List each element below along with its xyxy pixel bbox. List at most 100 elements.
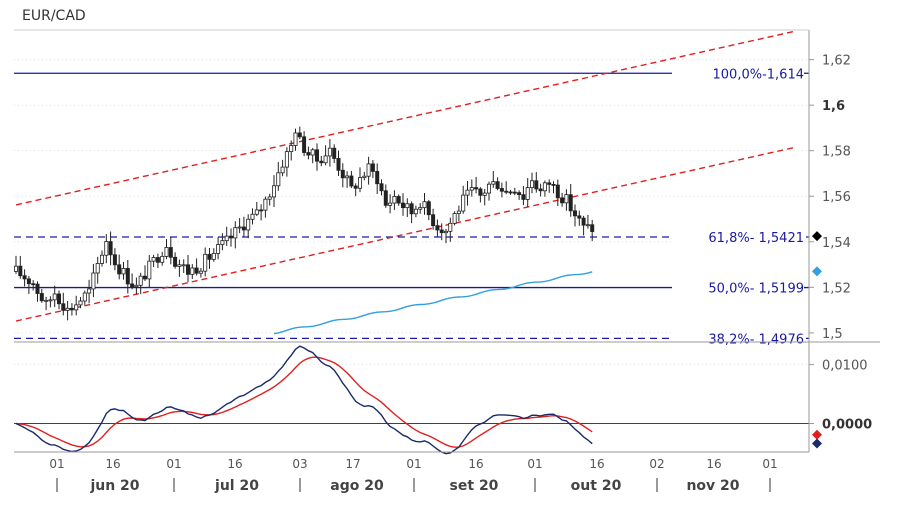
candle [310,147,315,164]
candle [267,193,272,206]
x-month-label: jun 20 [89,478,139,494]
candle [439,223,444,241]
price-tick-label: 1,6 [822,99,845,114]
candle [48,296,53,308]
candle-body [379,183,384,192]
candle [422,193,427,215]
candle-body [323,155,328,164]
candle [508,189,513,195]
candle [345,171,350,188]
x-day-tick-label: 16 [227,457,242,471]
candle [388,194,393,214]
candle [151,254,156,268]
x-day-tick-label: 01 [49,457,64,471]
candle-body [65,307,70,311]
candle-body [357,177,362,189]
candle-body [405,203,410,209]
candle-body [314,149,319,162]
candle-body [504,190,509,193]
candle-body [517,192,522,196]
candle [482,188,487,206]
candle [61,292,66,316]
candle-body [409,203,414,215]
candle [181,259,186,273]
candle [353,183,358,197]
candle [564,189,569,211]
candle [392,190,397,210]
x-day-tick-label: 16 [589,457,604,471]
candle-body [482,192,487,196]
candle-body [370,163,375,172]
candle-body [87,288,92,294]
candle [237,218,242,234]
candle [581,215,586,236]
candle-body [280,166,285,174]
candle [413,205,418,218]
candle [207,247,212,269]
candle-body [521,194,526,200]
candle-body [336,158,341,171]
last-value-marker [812,231,822,242]
candle [456,205,461,222]
candle-body [366,163,371,177]
candle [366,156,371,185]
fib-level-label: 50,0%- 1,5199 [708,282,804,297]
candle [18,255,23,279]
candle-body [181,264,186,267]
candle [297,126,302,140]
candle [327,139,332,167]
x-day-tick-label: 03 [292,457,307,471]
candle-body [327,147,332,157]
candle [147,255,152,288]
osc-tick-label: 0,0000 [822,418,872,433]
candle-body [198,270,203,274]
candle-body [392,196,397,204]
candle-body [534,180,539,190]
candle-body [151,257,156,262]
candle-body [310,149,315,156]
candle [138,272,143,295]
x-day-tick-label: 01 [166,457,181,471]
candle [203,247,208,277]
last-value-marker [812,266,822,277]
candle-body [388,202,393,206]
candle-body [491,181,496,185]
candle-body [31,283,36,286]
candle [121,261,126,280]
candle [164,239,169,260]
candle [112,248,117,271]
candle [31,280,36,291]
candle-body [100,254,105,264]
x-month-label: ago 20 [330,478,384,494]
candle [469,179,474,197]
price-tick-label: 1,62 [822,54,851,69]
candle [74,295,79,316]
candle-body [508,191,513,194]
candle [104,234,109,264]
candle-body [263,198,268,211]
candle [474,176,479,194]
candle-body [590,224,595,232]
candle [478,187,483,203]
candle [555,179,560,207]
candle-body [250,213,255,220]
candle-body [39,293,44,302]
candle-body [147,260,152,280]
candle-body [173,256,178,267]
x-day-tick-label: 16 [105,457,120,471]
candle [379,179,384,196]
candle [585,214,590,229]
candle-body [69,307,74,311]
candle-body [396,196,401,204]
candle-body [289,145,294,153]
candle [495,177,500,191]
candle-body [211,253,216,260]
macd-line [15,345,593,455]
candle [190,264,195,279]
candle-body [452,213,457,224]
candle [52,285,57,308]
candle-body [134,284,139,288]
candle-body [435,225,440,231]
candle-body [164,247,169,257]
candle-body [233,227,238,239]
